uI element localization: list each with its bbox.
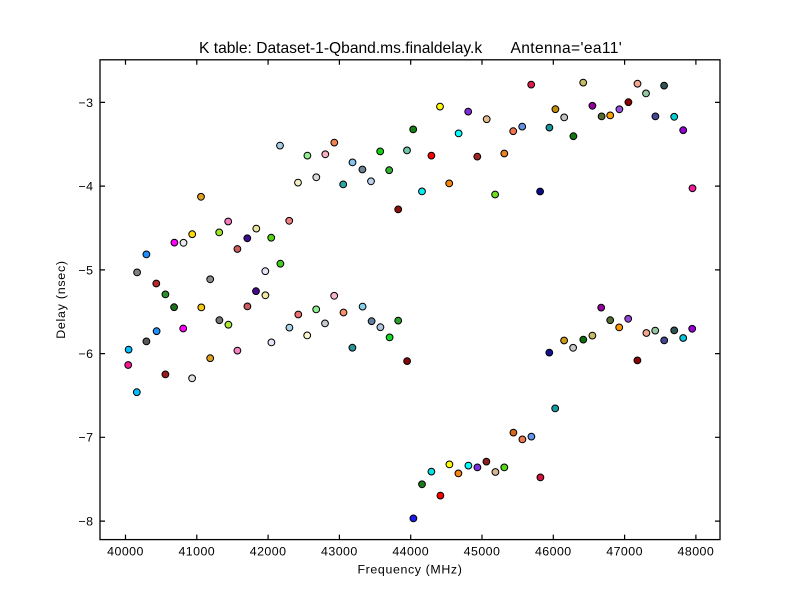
svg-text:45000: 45000 (464, 544, 501, 558)
svg-text:Frequency (MHz): Frequency (MHz) (357, 563, 462, 577)
svg-text:−4: −4 (78, 180, 93, 194)
svg-text:43000: 43000 (321, 544, 358, 558)
svg-text:−5: −5 (78, 263, 93, 277)
svg-text:44000: 44000 (392, 544, 429, 558)
svg-text:Antenna='ea11': Antenna='ea11' (511, 40, 623, 57)
svg-text:Delay (nsec): Delay (nsec) (54, 260, 68, 339)
svg-text:−8: −8 (78, 515, 93, 529)
svg-text:42000: 42000 (250, 544, 287, 558)
svg-text:48000: 48000 (678, 544, 715, 558)
svg-text:−7: −7 (78, 431, 93, 445)
svg-text:47000: 47000 (606, 544, 643, 558)
svg-text:40000: 40000 (107, 544, 144, 558)
svg-text:−6: −6 (78, 347, 93, 361)
svg-text:46000: 46000 (535, 544, 572, 558)
svg-text:41000: 41000 (178, 544, 215, 558)
svg-text:−3: −3 (78, 96, 93, 110)
svg-text:K table: Dataset-1-Qband.ms.fi: K table: Dataset-1-Qband.ms.finaldelay.k (199, 40, 482, 57)
